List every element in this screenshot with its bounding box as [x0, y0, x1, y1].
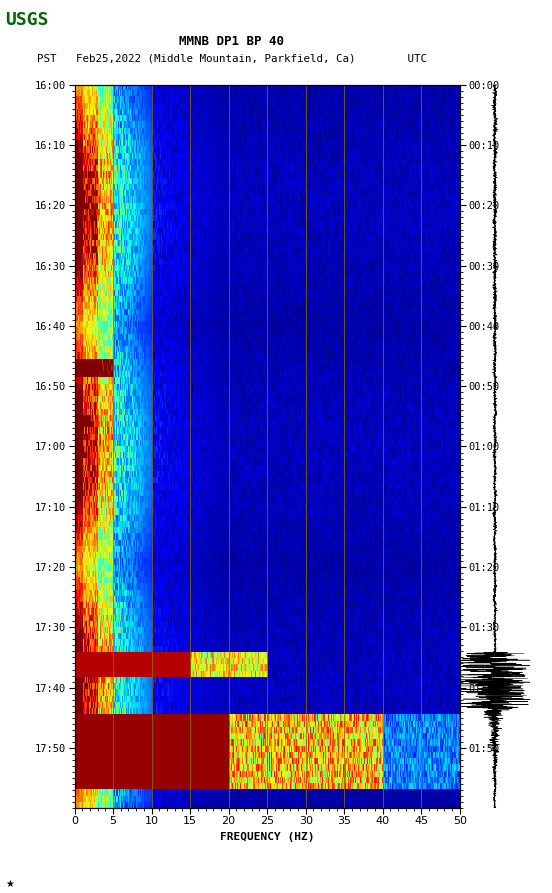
X-axis label: FREQUENCY (HZ): FREQUENCY (HZ) — [220, 832, 315, 842]
Text: ★: ★ — [6, 879, 14, 889]
Text: USGS: USGS — [6, 11, 49, 29]
Text: PST   Feb25,2022 (Middle Mountain, Parkfield, Ca)        UTC: PST Feb25,2022 (Middle Mountain, Parkfie… — [37, 53, 427, 63]
Text: MMNB DP1 BP 40: MMNB DP1 BP 40 — [179, 36, 284, 48]
